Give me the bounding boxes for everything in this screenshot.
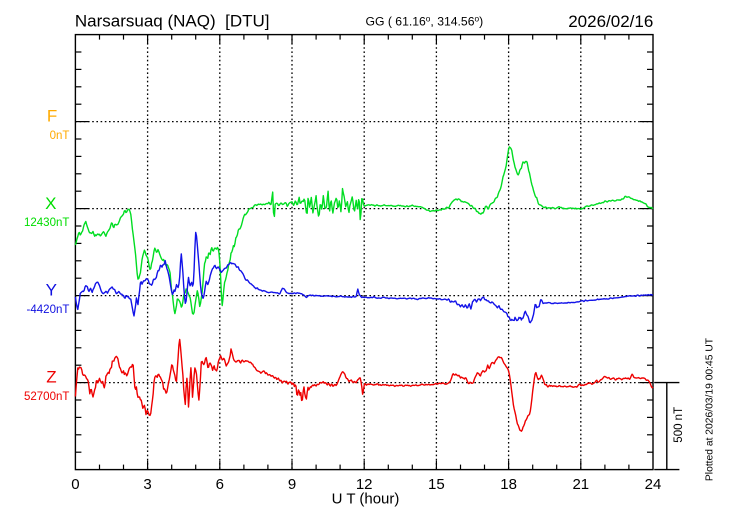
svg-text:18: 18 (500, 476, 517, 493)
svg-text:15: 15 (428, 476, 445, 493)
svg-text:Plotted at 2026/03/19 00:45 UT: Plotted at 2026/03/19 00:45 UT (705, 337, 716, 481)
svg-text:24: 24 (645, 476, 662, 493)
svg-text:Y: Y (46, 281, 57, 300)
svg-text:2026/02/16: 2026/02/16 (568, 12, 653, 31)
svg-text:-4420nT: -4420nT (27, 304, 70, 316)
svg-text:500 nT: 500 nT (673, 407, 685, 443)
svg-text:X: X (45, 194, 56, 213)
svg-text:9: 9 (288, 476, 296, 493)
svg-text:0: 0 (71, 476, 79, 493)
svg-text:6: 6 (216, 476, 224, 493)
svg-text:U T (hour): U T (hour) (332, 491, 400, 508)
svg-text:12430nT: 12430nT (24, 217, 69, 229)
svg-text:12: 12 (356, 476, 373, 493)
svg-text:3: 3 (143, 476, 151, 493)
svg-text:21: 21 (572, 476, 589, 493)
svg-text:Z: Z (46, 368, 56, 387)
svg-text:F: F (47, 107, 57, 126)
svg-text:0nT: 0nT (50, 130, 70, 142)
svg-text:GG ( 61.16o, 314.56o): GG ( 61.16o, 314.56o) (366, 14, 484, 29)
svg-text:Narsarsuaq (NAQ) [DTU]: Narsarsuaq (NAQ) [DTU] (75, 11, 270, 30)
svg-text:52700nT: 52700nT (24, 391, 69, 403)
